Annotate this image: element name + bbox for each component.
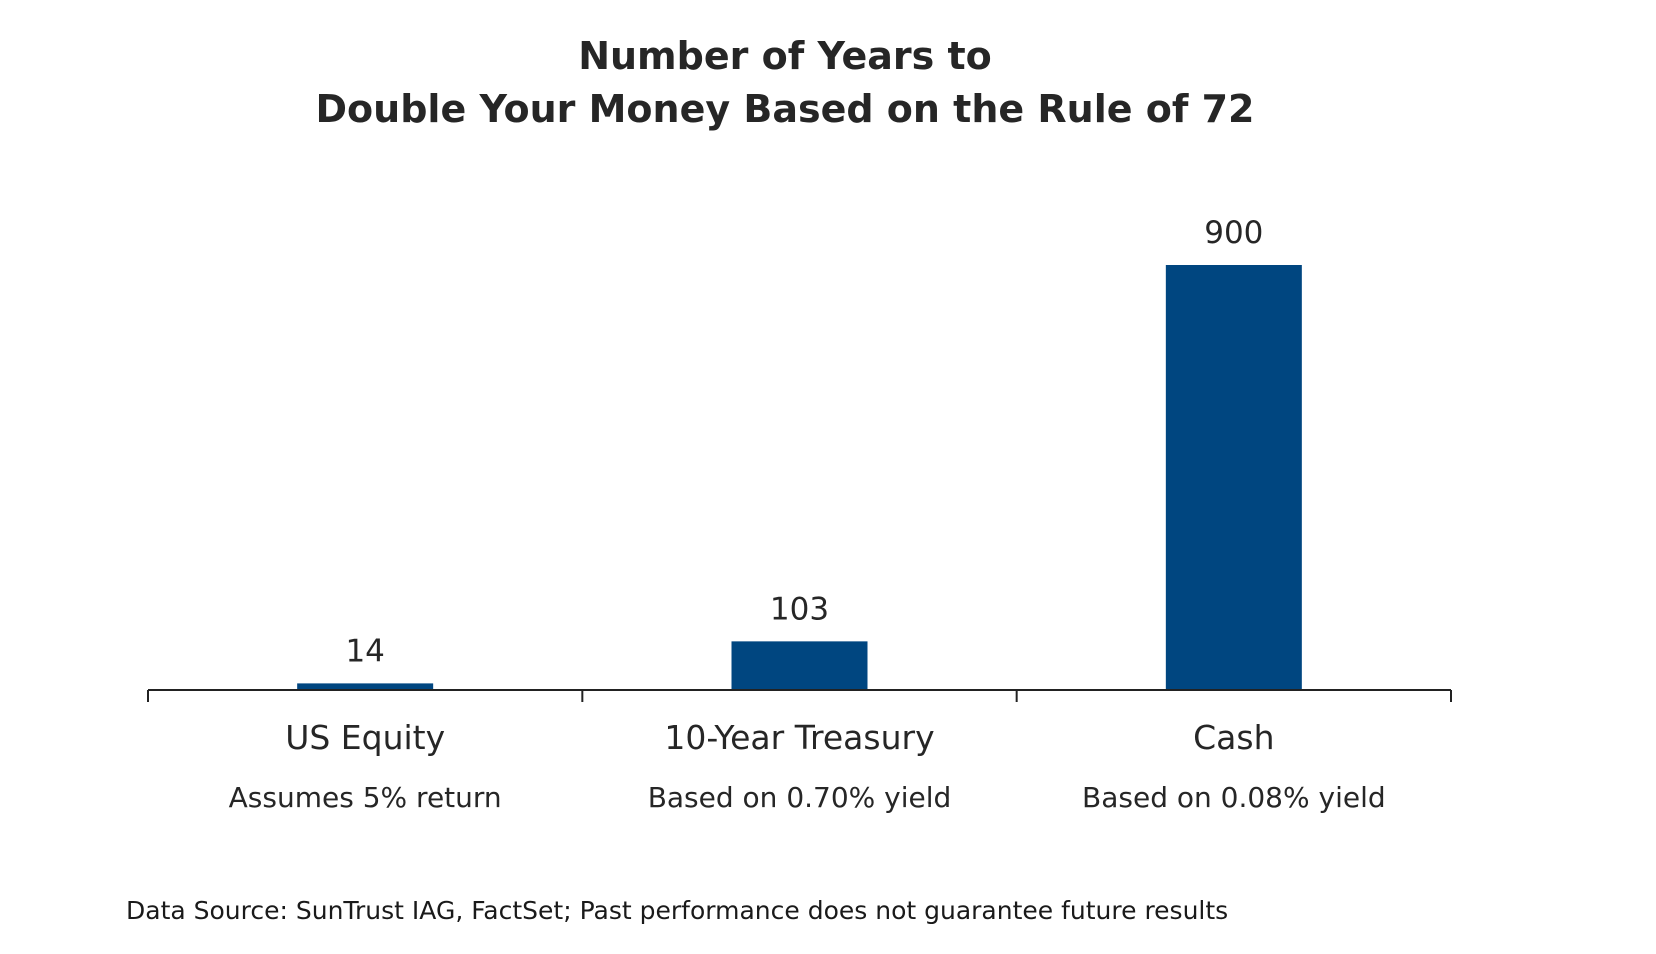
bar-1 [731, 641, 868, 690]
data-label: 900 [1204, 215, 1263, 251]
chart-title-line-2: Double Your Money Based on the Rule of 7… [315, 87, 1255, 131]
bar-2 [1165, 265, 1302, 690]
x-axis [147, 689, 1452, 702]
chart-title-line-1: Number of Years to [578, 34, 992, 78]
footnote: Data Source: SunTrust IAG, FactSet; Past… [126, 896, 1229, 925]
data-label: 103 [770, 591, 829, 627]
data-label: 14 [345, 633, 384, 669]
bars-layer [297, 265, 1302, 690]
labels-layer: 14 US Equity Assumes 5% return 103 10-Year T… [229, 215, 1386, 814]
x-tick-sublabel: Assumes 5% return [229, 781, 502, 814]
x-tick-sublabel: Based on 0.08% yield [1082, 781, 1386, 814]
chart-title: Number of Years to Double Your Money Bas… [0, 30, 1570, 136]
x-tick-label: Cash [1193, 718, 1274, 757]
x-tick-label: 10-Year Treasury [664, 718, 934, 757]
bar-0 [297, 683, 434, 690]
x-tick-sublabel: Based on 0.70% yield [648, 781, 952, 814]
x-tick-label: US Equity [285, 718, 445, 757]
